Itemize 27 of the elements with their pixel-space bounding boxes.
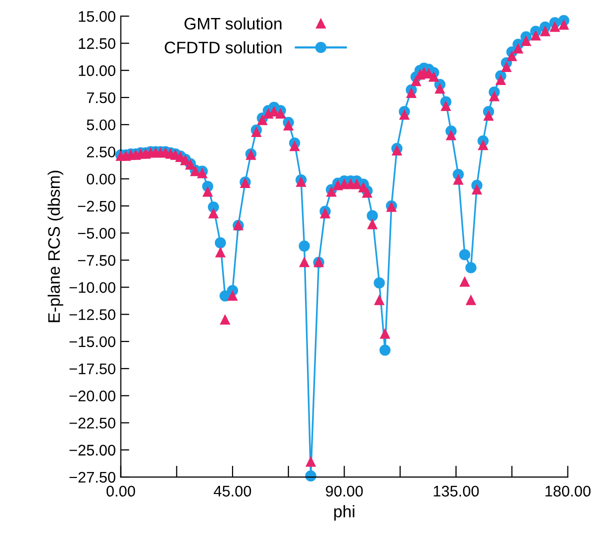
y-tick-label: 2.50	[86, 146, 116, 158]
x-tick-label: 90.00	[326, 486, 363, 497]
y-tick-label: −7.50	[78, 255, 116, 266]
x-tick-label: 0.00	[106, 486, 136, 497]
y-tick-label: 7.50	[86, 92, 116, 104]
y-tick-label: −27.50	[70, 472, 116, 483]
y-tick-label: 0.00	[86, 174, 116, 185]
x-axis-title: phi	[334, 505, 354, 521]
legend-label: CFDTD solution	[164, 41, 282, 54]
y-tick-label: −20.00	[70, 390, 116, 402]
y-axis-title: E-plane RCS (dbsm)	[48, 170, 64, 322]
y-tick-label: −10.00	[70, 282, 116, 293]
y-tick-label: 10.00	[78, 65, 116, 76]
y-tick-label: −25.00	[70, 444, 116, 456]
y-tick-label: −22.50	[70, 418, 116, 428]
y-tick-label: 5.00	[86, 119, 116, 130]
legend-label: GMT solution	[184, 17, 282, 30]
y-tick-label: −5.00	[78, 228, 116, 239]
x-tick-label: 180.00	[546, 486, 591, 497]
y-tick-label: −2.50	[78, 200, 116, 212]
y-tick-label: 12.50	[78, 38, 116, 49]
y-tick-label: −12.50	[70, 309, 116, 320]
x-tick-label: 45.00	[214, 486, 252, 497]
y-tick-label: −17.50	[70, 363, 116, 374]
y-tick-label: 15.00	[78, 11, 116, 22]
x-tick-label: 135.00	[434, 486, 479, 497]
y-tick-label: −15.00	[70, 336, 116, 348]
